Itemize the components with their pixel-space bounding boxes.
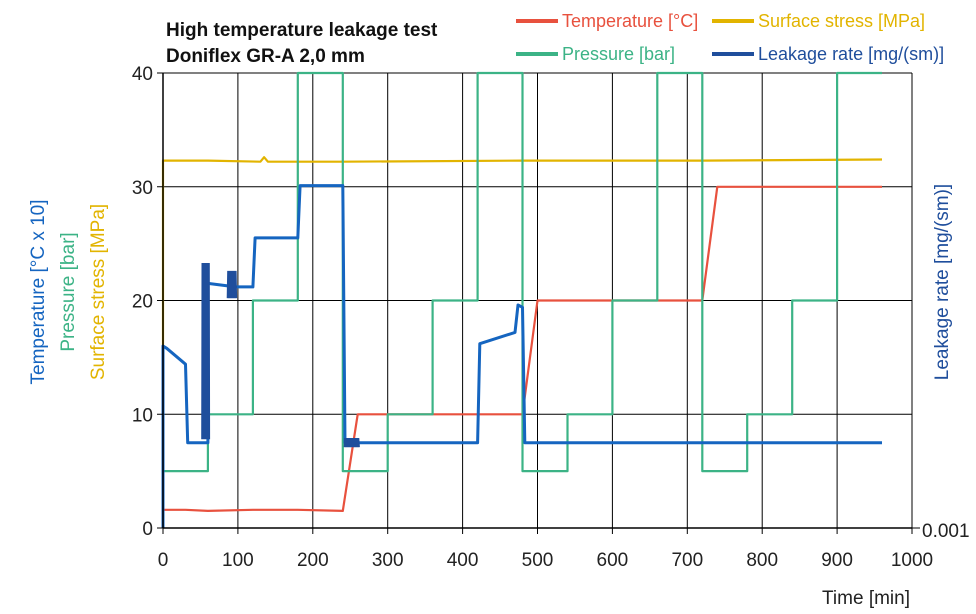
leakage-noise-burst-2 [226, 270, 238, 299]
leakage-noise-burst-1 [201, 262, 211, 440]
legend-label-leakage: Leakage rate [mg/(sm)] [758, 44, 944, 64]
x-tick-label-7: 700 [671, 550, 703, 571]
chart-title: High temperature leakage test [166, 20, 438, 41]
legend-label-pressure: Pressure [bar] [562, 44, 675, 64]
x-tick-label-9: 900 [821, 550, 853, 571]
x-axis-label: Time [min] [822, 588, 910, 609]
x-tick-label-10: 1000 [891, 550, 933, 571]
leakage-noise-burst-3 [343, 438, 360, 448]
x-tick-label-4: 400 [447, 550, 479, 571]
x-tick-labels: 0 100 200 300 400 500 600 700 800 900 1000 [158, 528, 933, 571]
legend-label-temperature: Temperature [°C] [562, 11, 698, 31]
x-tick-label-2: 200 [297, 550, 329, 571]
right-tick-label: 0.001 [922, 521, 970, 542]
series-layer [161, 71, 883, 528]
y-tick-label-2: 20 [132, 292, 153, 313]
legend-label-surface-stress: Surface stress [MPa] [758, 11, 925, 31]
x-tick-label-5: 500 [522, 550, 554, 571]
y-tick-label-4: 40 [132, 64, 153, 85]
series-line-leakage [161, 184, 882, 528]
y-axis-label-pressure: Pressure [bar] [58, 232, 79, 351]
y-tick-labels: 0 10 20 30 40 [132, 64, 920, 540]
chart-subtitle: Doniflex GR-A 2,0 mm [166, 46, 365, 67]
y-axis-label-leakage: Leakage rate [mg/(sm)] [932, 184, 953, 380]
x-tick-label-0: 0 [158, 550, 169, 571]
series-line-pressure [161, 71, 882, 528]
x-tick-label-3: 300 [372, 550, 404, 571]
series-line-surface-stress [161, 156, 883, 528]
y-axis-label-surface-stress: Surface stress [MPa] [88, 204, 109, 380]
x-tick-label-8: 800 [746, 550, 778, 571]
y-tick-label-3: 30 [132, 178, 153, 199]
x-tick-label-6: 600 [597, 550, 629, 571]
y-axis-label-temperature: Temperature [°C x 10] [28, 199, 49, 384]
y-tick-label-1: 10 [132, 405, 153, 426]
x-tick-label-1: 100 [222, 550, 254, 571]
legend: Temperature [°C] Surface stress [MPa] Pr… [516, 11, 944, 64]
y-tick-label-0: 0 [142, 519, 153, 540]
